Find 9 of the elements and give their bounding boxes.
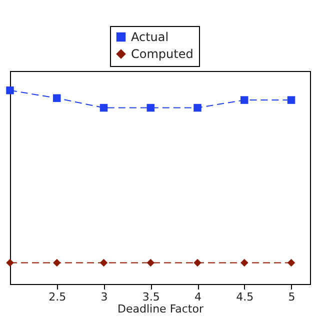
legend-label: Computed [131, 47, 194, 61]
x-tick-label: 2.5 [48, 290, 66, 304]
x-tick-label: 4 [194, 290, 202, 304]
x-tick-label: 4.5 [236, 290, 254, 304]
x-axis-title: Deadline Factor [118, 302, 204, 316]
x-tick-label: 3.5 [142, 290, 160, 304]
x-tick-label: 3 [100, 290, 108, 304]
x-tick-label: 5 [288, 290, 296, 304]
legend-label: Actual [131, 30, 169, 44]
